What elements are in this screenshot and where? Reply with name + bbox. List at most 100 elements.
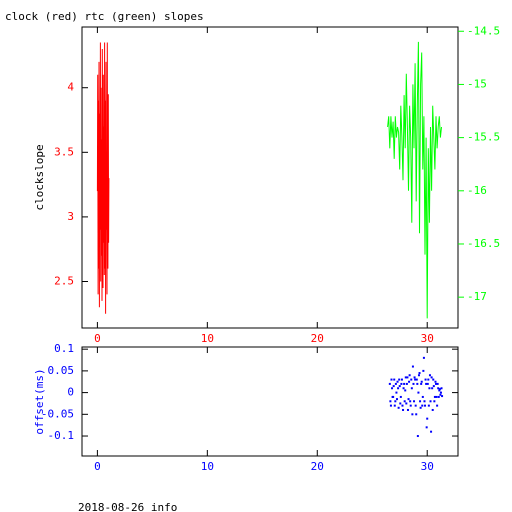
point: [399, 395, 402, 398]
y-axis-label: clockslope: [33, 144, 46, 210]
point: [416, 435, 419, 438]
series-line: [387, 41, 442, 319]
point: [422, 356, 425, 359]
series-line: [96, 42, 110, 314]
y-tick-label: 0.1: [54, 342, 74, 355]
point: [420, 382, 423, 385]
point: [433, 395, 436, 398]
point: [409, 404, 412, 407]
point: [406, 408, 409, 411]
point: [426, 417, 429, 420]
chart-title: clock (red) rtc (green) slopes: [5, 10, 204, 23]
y2-tick-label: -16: [467, 184, 487, 197]
y2-tick-label: -17: [467, 290, 487, 303]
x-tick-label: 10: [201, 460, 214, 473]
point: [397, 406, 400, 409]
point: [390, 378, 393, 381]
point: [414, 404, 417, 407]
point: [427, 404, 430, 407]
point: [408, 380, 411, 383]
point: [404, 389, 407, 392]
point: [428, 387, 431, 390]
point: [439, 391, 442, 394]
point: [402, 408, 405, 411]
point: [405, 382, 408, 385]
point: [405, 402, 408, 405]
point: [437, 395, 440, 398]
point: [393, 404, 396, 407]
point: [394, 400, 397, 403]
point: [397, 387, 400, 390]
point: [422, 369, 425, 372]
y-tick-label: 4: [67, 81, 74, 94]
point: [419, 406, 422, 409]
y-axis-label: offset(ms): [33, 368, 46, 434]
y2-tick-label: -14.5: [467, 24, 500, 37]
point: [432, 385, 435, 388]
y-tick-label: 3.5: [54, 145, 74, 158]
plot-frame: [81, 346, 459, 457]
point: [432, 378, 435, 381]
point: [395, 398, 398, 401]
point: [404, 376, 407, 379]
x-tick-label: 20: [311, 460, 324, 473]
y-tick-label: 0.05: [48, 364, 75, 377]
point: [431, 408, 434, 411]
point: [415, 413, 418, 416]
point: [392, 385, 395, 388]
y-tick-label: 3: [67, 210, 74, 223]
point: [394, 382, 397, 385]
point: [413, 400, 416, 403]
point: [435, 395, 438, 398]
point: [437, 387, 440, 390]
point: [417, 374, 420, 377]
point: [402, 387, 405, 390]
point: [434, 380, 437, 383]
y2-tick-label: -15.5: [467, 131, 500, 144]
point: [400, 382, 403, 385]
point: [436, 382, 439, 385]
point: [438, 389, 441, 392]
point: [409, 400, 412, 403]
y-tick-label: 0: [67, 386, 74, 399]
point: [421, 404, 424, 407]
y2-tick-label: -15: [467, 77, 487, 90]
y-tick-label: -0.05: [41, 407, 74, 420]
point: [400, 378, 403, 381]
point: [427, 378, 430, 381]
point: [439, 393, 442, 396]
point: [419, 400, 422, 403]
point: [389, 404, 392, 407]
point: [441, 395, 444, 398]
point: [435, 382, 438, 385]
point: [412, 382, 415, 385]
footer: 2018-08-26 info: [78, 501, 177, 512]
point: [430, 376, 433, 379]
x-tick-label: 30: [421, 460, 434, 473]
point: [424, 404, 427, 407]
point: [401, 404, 404, 407]
point: [433, 400, 436, 403]
point: [438, 388, 441, 391]
point: [391, 387, 394, 390]
point: [428, 374, 431, 377]
point: [425, 382, 428, 385]
point: [388, 382, 391, 385]
point: [431, 387, 434, 390]
x-tick-label: 30: [421, 332, 434, 345]
point: [395, 391, 398, 394]
y2-tick-label: -16.5: [467, 237, 500, 250]
point: [403, 382, 406, 385]
point: [410, 387, 413, 390]
point: [403, 400, 406, 403]
point: [391, 395, 394, 398]
point: [413, 376, 416, 379]
point: [425, 426, 428, 429]
point: [408, 374, 411, 377]
point: [399, 402, 402, 405]
x-tick-label: 20: [311, 332, 324, 345]
point: [411, 365, 414, 368]
x-tick-label: 0: [94, 460, 101, 473]
point: [398, 378, 401, 381]
